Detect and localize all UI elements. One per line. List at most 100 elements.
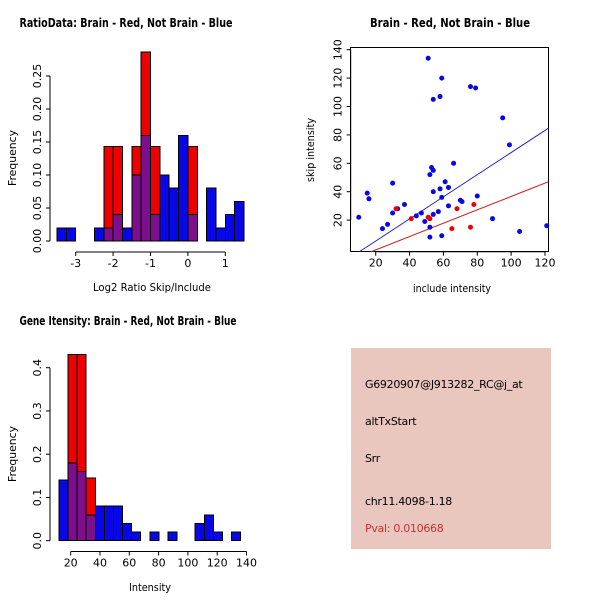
probe-id-text: G6920907@J913282_RC@j_at <box>365 378 523 391</box>
y-tick-label: 140 <box>332 39 345 60</box>
gene-intensity-histogram-panel: Gene Itensity: Brain - Red, Not Brain - … <box>6 314 257 594</box>
blue-hist-bar <box>194 522 205 542</box>
blue-data-point <box>385 221 391 227</box>
blue-data-point <box>439 75 445 81</box>
red-data-point <box>454 206 460 212</box>
blue-hist-bar <box>131 531 142 542</box>
blue-data-point <box>427 224 433 230</box>
overlap-hist-bar <box>67 462 78 542</box>
y-tick-label: 80 <box>332 128 345 142</box>
blue-data-point <box>490 216 496 222</box>
y-tick-label: 40 <box>332 185 345 199</box>
blue-hist-bar <box>122 522 133 542</box>
gene-info-panel: G6920907@J913282_RC@j_at altTxStart Srr … <box>300 300 600 600</box>
y-tick-label: 0.1 <box>31 489 44 507</box>
gene-histogram-title: Gene Itensity: Brain - Red, Not Brain - … <box>20 314 237 328</box>
x-tick-label: 40 <box>93 557 107 570</box>
x-tick-label: 80 <box>470 257 484 270</box>
blue-data-point <box>425 55 431 61</box>
blue-data-point <box>379 226 385 232</box>
blue-data-point <box>442 179 448 185</box>
blue-data-point <box>439 233 445 239</box>
blue-data-point <box>390 180 396 186</box>
x-tick-label: -3 <box>70 257 81 270</box>
x-tick-label: -2 <box>108 257 119 270</box>
x-tick-label: 60 <box>122 557 136 570</box>
blue-hist-bar <box>149 531 160 542</box>
blue-data-point <box>439 194 445 200</box>
x-tick-label: 60 <box>436 257 450 270</box>
red-data-point <box>427 216 433 222</box>
overlap-hist-bar <box>103 227 114 242</box>
blue-hist-bar <box>93 227 105 242</box>
ratio-histogram-plot-layer: -3 -2 -1 0 1 0.00 0.05 0.10 0.15 0.20 0.25 <box>31 51 245 270</box>
overlap-hist-bar <box>85 514 96 542</box>
blue-data-point <box>506 142 512 148</box>
overlap-hist-bar <box>150 214 161 242</box>
blue-data-point <box>390 210 396 216</box>
event-type-text: altTxStart <box>365 415 417 428</box>
blue-hist-bar <box>167 531 178 542</box>
gene-histogram-plot-layer: 20 40 60 80 100 120 140 0.0 0.1 0.2 0.3 0.4 <box>31 354 257 570</box>
blue-data-point <box>430 167 436 173</box>
red-data-point <box>468 224 474 230</box>
blue-data-point <box>451 160 457 166</box>
y-tick-label: 0.4 <box>31 359 44 377</box>
y-tick-label: 0.00 <box>31 229 44 254</box>
blue-hist-bar <box>56 227 67 242</box>
overlap-hist-bar <box>112 214 123 242</box>
blue-data-point <box>445 203 451 209</box>
ratio-histogram-ylabel: Frequency <box>6 130 19 186</box>
gene-name-text: Srr <box>365 452 380 465</box>
y-tick-label: 0.20 <box>31 97 44 122</box>
y-tick-label: 60 <box>332 156 345 170</box>
blue-data-point <box>517 228 523 234</box>
x-tick-label: -1 <box>145 257 156 270</box>
blue-hist-bar <box>234 200 245 242</box>
blue-data-point <box>422 219 428 225</box>
blue-hist-bar <box>121 227 133 242</box>
blue-data-point <box>500 115 506 121</box>
gene-histogram-ylabel: Frequency <box>6 426 19 482</box>
blue-data-point <box>474 193 480 199</box>
blue-hist-bar <box>168 187 180 242</box>
red-hist-bar <box>103 146 114 242</box>
x-tick-label: 120 <box>535 257 556 270</box>
x-tick-label: 0 <box>184 257 191 270</box>
blue-hist-bar <box>112 505 124 542</box>
red-data-point <box>449 226 455 232</box>
overlap-hist-bar <box>140 134 151 242</box>
blue-hist-bar <box>203 514 214 542</box>
scatter-panel: Brain - Red, Not Brain - Blue include in… <box>304 16 556 295</box>
scatter-plot-layer: 20 40 60 80 100 120 20 40 60 80 100 120 140 <box>332 39 556 270</box>
gene-info-box: G6920907@J913282_RC@j_at altTxStart Srr … <box>351 348 551 549</box>
plot-box <box>350 47 549 253</box>
ratio-histogram-panel: RatioData: Brain - Red, Not Brain - Blue… <box>6 16 245 294</box>
x-tick-label: 100 <box>501 257 522 270</box>
ratio-histogram-xlabel: Log2 Ratio Skip/Include <box>93 281 211 294</box>
red-data-point <box>471 201 477 207</box>
red-data-point <box>393 206 399 212</box>
x-tick-label: 80 <box>152 557 166 570</box>
scatter-xlabel: include intensity <box>413 282 491 295</box>
x-tick-label: 100 <box>177 557 198 570</box>
gene-histogram-xlabel: Intensity <box>129 581 171 594</box>
y-tick-label: 0.2 <box>31 445 44 463</box>
pval-text: Pval: 0.010668 <box>365 522 444 535</box>
overlap-hist-bar <box>76 471 87 542</box>
blue-data-point <box>459 199 465 205</box>
blue-data-point <box>356 214 362 220</box>
blue-data-point <box>427 172 433 178</box>
y-tick-label: 120 <box>332 68 345 89</box>
overlap-hist-bar <box>131 174 142 242</box>
scatter-title: Brain - Red, Not Brain - Blue <box>370 16 530 30</box>
blue-hist-bar <box>178 134 189 242</box>
blue-data-point <box>413 213 419 219</box>
blue-hist-bar <box>65 227 77 242</box>
y-tick-label: 0.10 <box>31 163 44 188</box>
blue-data-point <box>544 223 550 229</box>
x-tick-label: 20 <box>369 257 383 270</box>
blue-data-point <box>430 96 436 102</box>
blue-hist-bar <box>231 531 242 542</box>
